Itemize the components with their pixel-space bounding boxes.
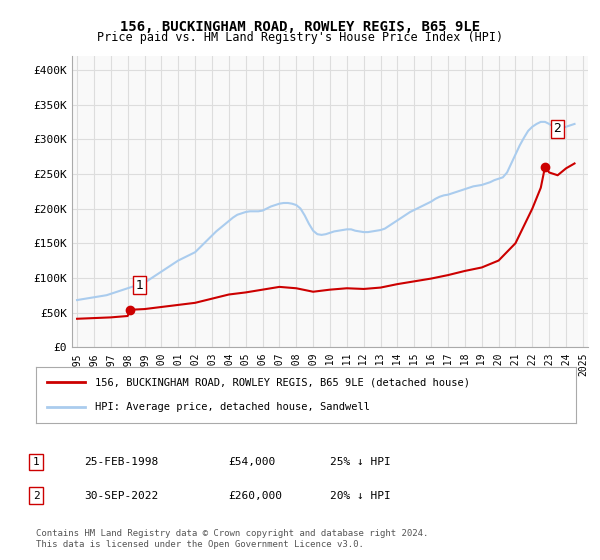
- Text: Price paid vs. HM Land Registry's House Price Index (HPI): Price paid vs. HM Land Registry's House …: [97, 31, 503, 44]
- Text: 20% ↓ HPI: 20% ↓ HPI: [330, 491, 391, 501]
- Text: 1: 1: [32, 457, 40, 467]
- Text: 2: 2: [32, 491, 40, 501]
- Text: 156, BUCKINGHAM ROAD, ROWLEY REGIS, B65 9LE: 156, BUCKINGHAM ROAD, ROWLEY REGIS, B65 …: [120, 20, 480, 34]
- Text: £54,000: £54,000: [228, 457, 275, 467]
- Text: 25-FEB-1998: 25-FEB-1998: [84, 457, 158, 467]
- Text: Contains HM Land Registry data © Crown copyright and database right 2024.
This d: Contains HM Land Registry data © Crown c…: [36, 529, 428, 549]
- Text: 2: 2: [553, 122, 562, 136]
- Text: 30-SEP-2022: 30-SEP-2022: [84, 491, 158, 501]
- Text: £260,000: £260,000: [228, 491, 282, 501]
- Text: 25% ↓ HPI: 25% ↓ HPI: [330, 457, 391, 467]
- Text: HPI: Average price, detached house, Sandwell: HPI: Average price, detached house, Sand…: [95, 402, 370, 412]
- Text: 156, BUCKINGHAM ROAD, ROWLEY REGIS, B65 9LE (detached house): 156, BUCKINGHAM ROAD, ROWLEY REGIS, B65 …: [95, 377, 470, 388]
- Text: 1: 1: [135, 279, 143, 292]
